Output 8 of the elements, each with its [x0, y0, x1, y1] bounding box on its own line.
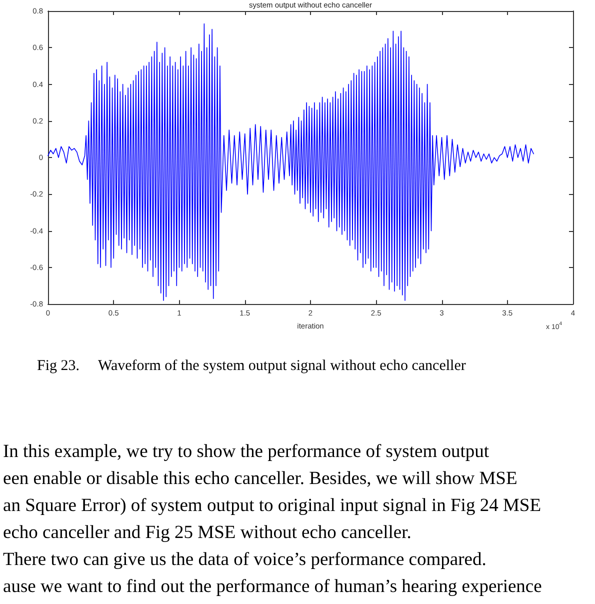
text: echo canceller and Fig 25 MSE without echo canceller.	[3, 522, 412, 545]
text: ause we want to find out the performance of human’s hearing experience	[3, 576, 542, 599]
text: een enable or disable this echo canceller. Besides, we will show MSE	[3, 468, 518, 491]
caption: Fig 23. Waveform of the system output signal without echo canceller	[37, 358, 466, 375]
line-series	[48, 23, 534, 301]
text: In this example, we try to show the performance of system output	[3, 441, 490, 464]
text: There two can give us the data of voice’s performance compared.	[3, 549, 486, 572]
text: an Square Error) of system output to original input signal in Fig 24 MSE	[3, 495, 541, 518]
